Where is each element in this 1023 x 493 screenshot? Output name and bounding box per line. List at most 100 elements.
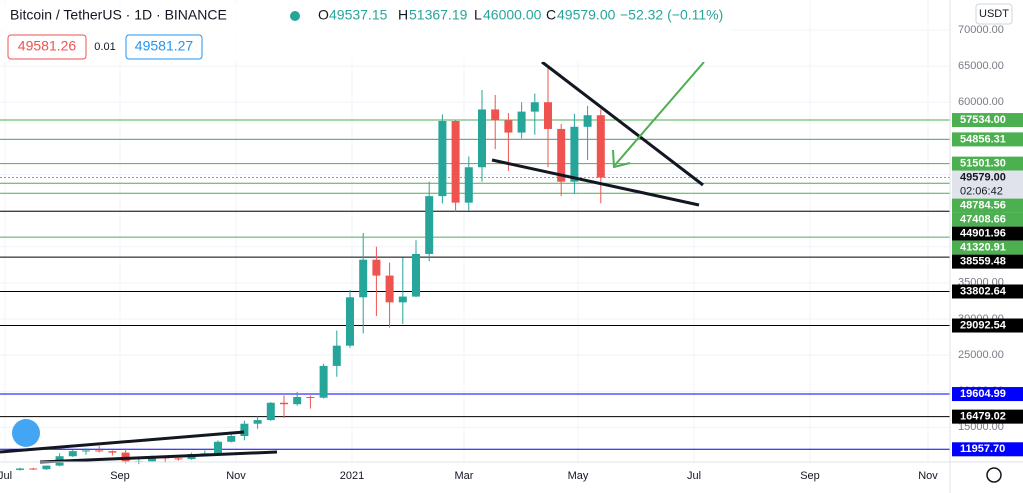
open: 49537.15 xyxy=(329,7,388,23)
sell-box[interactable] xyxy=(7,34,87,60)
candle-body xyxy=(478,109,486,168)
candle-body xyxy=(16,468,24,470)
y-tick-label: 70000.00 xyxy=(958,24,1004,36)
candle-body xyxy=(544,102,552,129)
price-label-bg xyxy=(952,170,1023,199)
candle-body xyxy=(398,296,407,303)
open-key: O xyxy=(318,7,329,23)
trend-line xyxy=(541,60,704,187)
trend-line xyxy=(0,430,245,454)
candle-body xyxy=(451,121,460,203)
candle-body xyxy=(174,458,183,460)
x-tick-label: Nov xyxy=(226,470,246,482)
price-label-bg xyxy=(952,387,1023,402)
price-label-bg xyxy=(952,318,1023,333)
price-label: 57534.00 xyxy=(960,114,1006,126)
header-bg xyxy=(2,2,732,62)
price-label-bg xyxy=(952,212,1023,227)
candle-body xyxy=(412,253,420,297)
price-label: 41320.91 xyxy=(960,242,1006,254)
candle-body xyxy=(517,111,526,133)
price-label-bg xyxy=(952,442,1023,457)
trend-line xyxy=(491,158,700,207)
arrow xyxy=(614,61,705,166)
candle-body xyxy=(95,450,104,452)
price-label: 11957.70 xyxy=(960,443,1005,455)
candle-body xyxy=(583,115,592,127)
candle-body xyxy=(306,396,315,398)
buy-price[interactable]: 49581.27 xyxy=(135,38,194,54)
y-tick-label: 60000.00 xyxy=(958,96,1004,108)
x-tick-label: Jul xyxy=(687,470,701,482)
price-label-bg xyxy=(952,254,1023,269)
price-label: 48784.56 xyxy=(960,200,1006,212)
price-label: 33802.64 xyxy=(960,285,1007,297)
low-key: L xyxy=(474,7,482,23)
price-label-bg xyxy=(952,132,1023,147)
candle-body xyxy=(280,402,288,405)
candle-body xyxy=(385,275,394,303)
y-tick-label: 25000.00 xyxy=(958,349,1004,361)
x-tick-label: Nov xyxy=(918,470,938,482)
price-label: 16479.02 xyxy=(960,411,1006,423)
grid xyxy=(0,0,950,462)
x-tick-label: Jul xyxy=(0,470,12,482)
high: 51367.19 xyxy=(409,7,468,23)
price-label-bg xyxy=(952,113,1023,128)
change: −52.32 (−0.11%) xyxy=(620,7,723,23)
sell-price[interactable]: 49581.26 xyxy=(18,38,77,54)
price-label-bg xyxy=(952,226,1023,241)
logo xyxy=(12,419,40,447)
high-key: H xyxy=(398,7,408,23)
x-tick-label: May xyxy=(568,470,589,482)
candles xyxy=(16,67,605,471)
arrow-head xyxy=(612,149,631,169)
candle-body xyxy=(438,121,447,197)
symbol: Bitcoin / TetherUS · 1D · BINANCE xyxy=(10,7,227,23)
x-tick-label: Sep xyxy=(110,470,130,482)
candle-body xyxy=(29,468,38,470)
close-key: C xyxy=(546,7,556,23)
price-label-bg xyxy=(952,240,1023,255)
currency-box[interactable] xyxy=(975,3,1013,25)
candle-body xyxy=(266,402,275,421)
trend-line xyxy=(39,450,278,464)
price-label: 49579.00 xyxy=(960,172,1006,184)
candle-body xyxy=(372,259,381,276)
candle-body xyxy=(68,451,77,457)
candle-body xyxy=(332,345,341,366)
x-tick-label: Sep xyxy=(800,470,820,482)
buy-box[interactable] xyxy=(125,34,203,60)
y-tick-label: 15000.00 xyxy=(958,421,1004,433)
x-tick-label: Mar xyxy=(455,470,474,482)
price-label-bg xyxy=(952,284,1023,299)
price-label: 19604.99 xyxy=(960,388,1006,400)
candle-body xyxy=(253,420,262,424)
close: 49579.00 xyxy=(557,7,616,23)
candle-body xyxy=(42,465,51,470)
candle-body xyxy=(227,435,236,442)
candle-body xyxy=(504,120,513,133)
candle-body xyxy=(240,423,249,436)
candle-body xyxy=(346,297,354,346)
candle-body xyxy=(530,102,539,112)
price-label: 47408.66 xyxy=(960,214,1006,226)
levels xyxy=(0,119,950,450)
candle-body xyxy=(214,441,222,454)
candle-body xyxy=(148,456,156,462)
price-label-bg xyxy=(952,198,1023,213)
currency[interactable]: USDT xyxy=(979,8,1009,20)
candle-body xyxy=(359,259,368,298)
candle-body xyxy=(491,109,500,121)
candle-body xyxy=(293,396,302,405)
x-tick-label: 2021 xyxy=(340,470,364,482)
settings-icon[interactable] xyxy=(986,467,1002,483)
low: 46000.00 xyxy=(483,7,542,23)
price-label: 54856.31 xyxy=(960,133,1006,145)
price-axis: 15000.0020000.0025000.0030000.0035000.00… xyxy=(952,24,1023,457)
candle-body xyxy=(82,450,90,452)
price-label: 44901.96 xyxy=(960,228,1006,240)
candle-body xyxy=(319,365,328,398)
